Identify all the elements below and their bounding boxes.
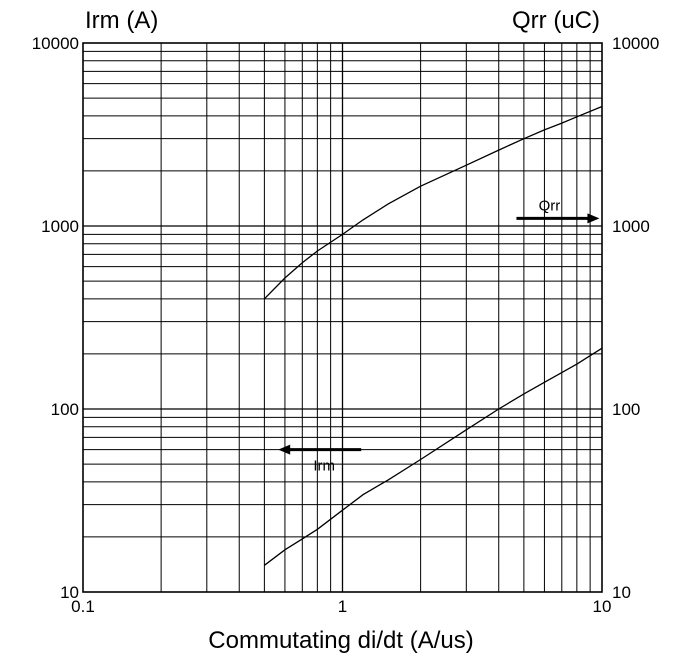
y-tick-label-right: 100: [612, 400, 640, 419]
y-tick-label-right: 1000: [612, 217, 650, 236]
series-line-irm: [264, 347, 603, 566]
x-tick-label: 1: [338, 597, 347, 616]
annotation-label-qrr: Qrr: [539, 197, 561, 214]
y-tick-label-right: 10000: [612, 34, 659, 53]
y-tick-label-left: 100: [51, 400, 79, 419]
y-tick-label-left: 10000: [32, 34, 79, 53]
chart-annotations: Qrr Irm: [278, 197, 600, 475]
annotation-arrowhead-irm: [278, 444, 291, 455]
chart-tick-labels: 10 100 1000 10000 10 100 1000 10000 0.1 1 10: [32, 34, 660, 616]
y-tick-label-right: 10: [612, 583, 631, 602]
annotation-arrowhead-qrr: [587, 213, 600, 224]
y-tick-label-left: 10: [60, 583, 79, 602]
chart-frame: [82, 42, 603, 593]
chart-grid: [83, 43, 602, 592]
y-tick-label-left: 1000: [41, 217, 79, 236]
series-line-qrr: [263, 105, 603, 300]
plot-frame: [82, 42, 603, 593]
chart-curves: [263, 105, 603, 566]
annotation-label-irm: Irm: [313, 458, 335, 475]
y-axis-title-left: Irm (A): [85, 7, 158, 34]
x-tick-label: 10: [593, 597, 612, 616]
x-tick-label: 0.1: [71, 597, 95, 616]
x-axis-title: Commutating di/dt (A/us): [208, 627, 473, 654]
y-axis-title-right: Qrr (uC): [512, 7, 600, 34]
